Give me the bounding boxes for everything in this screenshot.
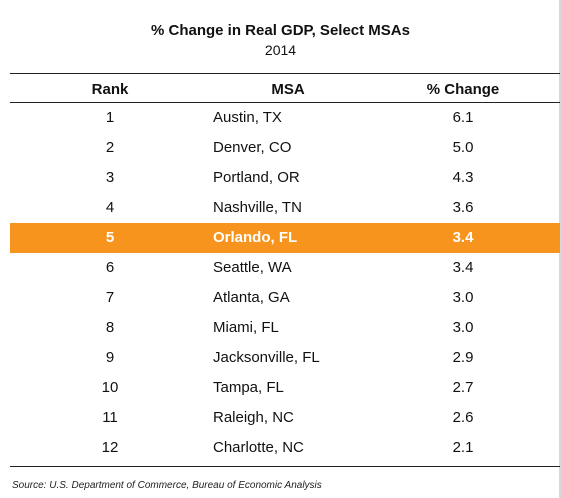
table-row: 8 Miami, FL 3.0: [10, 313, 560, 343]
msa-cell: Atlanta, GA: [213, 289, 290, 306]
rank-cell: 1: [105, 109, 115, 126]
pct-change-cell: 6.1: [452, 109, 474, 126]
rank-cell: 7: [105, 289, 115, 306]
table-row: 7 Atlanta, GA 3.0: [10, 283, 560, 313]
table-bottom-rule: [10, 466, 560, 467]
rank-cell: 10: [101, 379, 119, 396]
msa-cell: Portland, OR: [213, 169, 300, 186]
msa-cell: Seattle, WA: [213, 259, 292, 276]
header-bottom-rule: [10, 102, 560, 103]
msa-cell: Austin, TX: [213, 109, 282, 126]
pct-change-cell: 5.0: [452, 139, 474, 156]
pct-change-cell: 3.0: [452, 319, 474, 336]
column-header-msa: MSA: [271, 81, 305, 98]
rank-cell: 9: [105, 349, 115, 366]
msa-cell: Denver, CO: [213, 139, 292, 156]
msa-cell: Raleigh, NC: [213, 409, 294, 426]
rank-cell: 6: [105, 259, 115, 276]
table-row: 9 Jacksonville, FL 2.9: [10, 343, 560, 373]
rank-cell: 8: [105, 319, 115, 336]
rank-cell: 3: [105, 169, 115, 186]
msa-cell: Nashville, TN: [213, 199, 302, 216]
msa-cell: Jacksonville, FL: [213, 349, 320, 366]
table-row: 1 Austin, TX 6.1: [10, 103, 560, 133]
rank-cell: 4: [105, 199, 115, 216]
pct-change-cell: 2.1: [452, 439, 474, 456]
column-header-rank: Rank: [91, 81, 129, 98]
pct-change-cell: 3.4: [452, 259, 474, 276]
rank-cell: 2: [105, 139, 115, 156]
pct-change-cell: 4.3: [452, 169, 474, 186]
table-row: 11 Raleigh, NC 2.6: [10, 403, 560, 433]
table-row: 3 Portland, OR 4.3: [10, 163, 560, 193]
table-row: 2 Denver, CO 5.0: [10, 133, 560, 163]
table-row: 12 Charlotte, NC 2.1: [10, 433, 560, 463]
source-note: Source: U.S. Department of Commerce, Bur…: [12, 480, 322, 491]
table-row-highlighted: 5 Orlando, FL 3.4: [10, 223, 560, 253]
pct-change-cell: 2.6: [452, 409, 474, 426]
pct-change-cell: 3.0: [452, 289, 474, 306]
msa-cell: Charlotte, NC: [213, 439, 304, 456]
header-top-rule: [10, 73, 560, 74]
rank-cell: 12: [101, 439, 119, 456]
msa-cell: Tampa, FL: [213, 379, 284, 396]
pct-change-cell: 2.7: [452, 379, 474, 396]
rank-cell: 11: [102, 409, 118, 426]
msa-cell: Orlando, FL: [213, 229, 298, 246]
table-row: 4 Nashville, TN 3.6: [10, 193, 560, 223]
table-row: 6 Seattle, WA 3.4: [10, 253, 560, 283]
pct-change-cell: 3.6: [452, 199, 474, 216]
column-header-pct-change: % Change: [426, 81, 500, 98]
msa-cell: Miami, FL: [213, 319, 279, 336]
pct-change-cell: 3.4: [452, 229, 474, 246]
chart-subtitle: 2014: [264, 42, 297, 58]
table-row: 10 Tampa, FL 2.7: [10, 373, 560, 403]
rank-cell: 5: [105, 229, 115, 246]
chart-title: % Change in Real GDP, Select MSAs: [151, 22, 410, 39]
pct-change-cell: 2.9: [452, 349, 474, 366]
